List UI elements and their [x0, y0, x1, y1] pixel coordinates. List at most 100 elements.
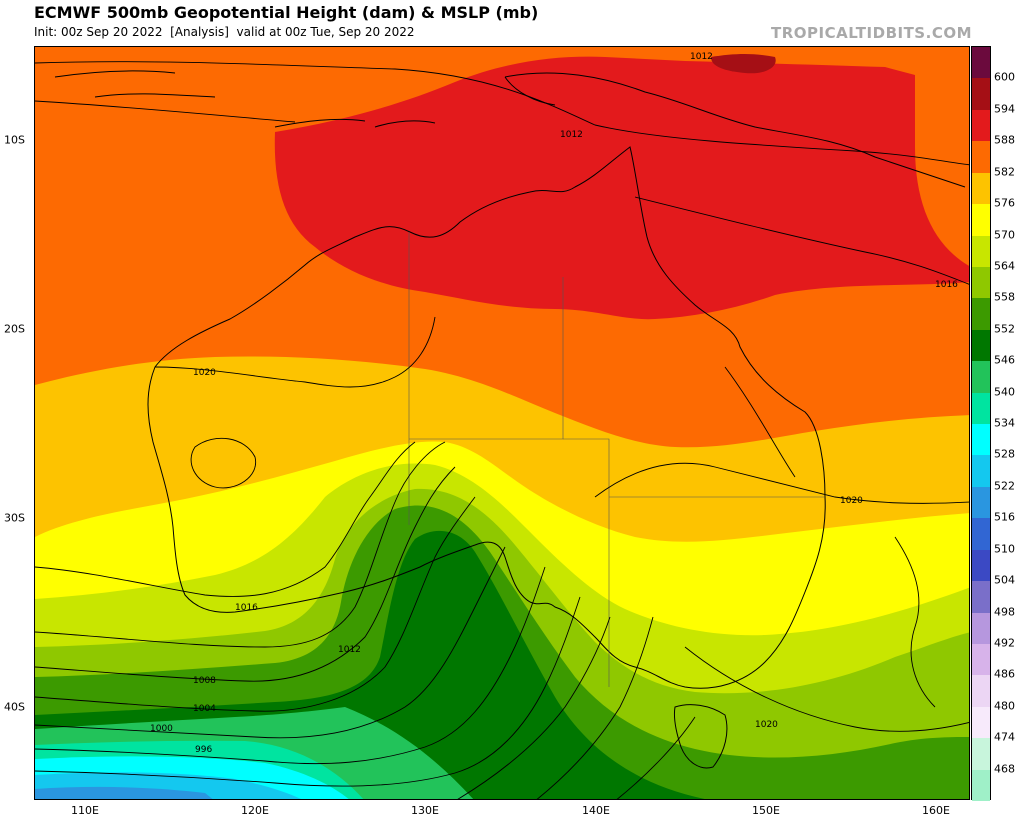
isobar-1000	[35, 546, 506, 739]
isobar-label: 1016	[235, 603, 258, 613]
colorbar-swatch	[972, 392, 990, 425]
isobar-1020-west	[154, 316, 436, 388]
colorbar-swatch	[972, 47, 990, 79]
colorbar	[971, 46, 991, 802]
isobar-1004	[35, 496, 476, 712]
chart-title: ECMWF 500mb Geopotential Height (dam) & …	[34, 3, 539, 22]
isobar-label: 1012	[560, 130, 583, 140]
isobar-992	[35, 596, 581, 787]
map-svg: 1012 1012 1016 1020 1016 1012 1008 1004 …	[35, 47, 969, 799]
brand-watermark: TROPICALTIDBITS.COM	[771, 24, 972, 42]
isobar-label: 1012	[338, 645, 361, 655]
isobar-1020-east	[594, 462, 969, 504]
lat-label-30s: 30S	[4, 511, 25, 525]
isobar-tasman	[894, 536, 936, 708]
colorbar-label: 588	[994, 133, 1015, 147]
lon-label-120e: 120E	[241, 804, 269, 817]
colorbar-swatch	[972, 266, 990, 299]
colorbar-swatch	[972, 235, 990, 268]
colorbar-label: 600	[994, 70, 1015, 84]
colorbar-label: 546	[994, 353, 1015, 367]
colorbar-label: 516	[994, 510, 1015, 524]
chart-subtitle: Init: 00z Sep 20 2022 [Analysis] valid a…	[34, 25, 415, 39]
colorbar-swatch	[972, 109, 990, 142]
isobar-label: 996	[195, 745, 212, 755]
coastline-tasmania	[674, 704, 728, 769]
isobar-label: 1020	[840, 496, 863, 506]
lat-label-40s: 40S	[4, 700, 25, 714]
isobar-south-c	[616, 716, 696, 799]
colorbar-swatch	[972, 486, 990, 519]
lon-label-140e: 140E	[582, 804, 610, 817]
colorbar-swatch	[972, 455, 990, 488]
colorbar-swatch	[972, 204, 990, 236]
colorbar-label: 576	[994, 196, 1015, 210]
isobar-high-wa	[190, 437, 257, 489]
isobar-north-a	[35, 100, 296, 123]
isobar-south-a	[457, 616, 611, 799]
isobar-1020-tas	[684, 646, 969, 732]
colorbar-label: 528	[994, 447, 1015, 461]
colorbar-label: 522	[994, 479, 1015, 493]
isobar-1012-north	[35, 61, 969, 166]
colorbar-label: 492	[994, 636, 1015, 650]
band-594	[711, 54, 776, 74]
isobar-label: 1008	[193, 676, 216, 686]
colorbar-swatch	[972, 612, 990, 645]
colorbar-label: 552	[994, 322, 1015, 336]
colorbar-label: 474	[994, 730, 1015, 744]
isobars	[35, 61, 969, 799]
lat-label-10s: 10S	[4, 133, 25, 147]
colorbar-swatch	[972, 581, 990, 613]
colorbar-swatch	[972, 424, 990, 456]
map-panel: 1012 1012 1016 1020 1016 1012 1008 1004 …	[34, 46, 970, 800]
colorbar-swatch	[972, 361, 990, 394]
colorbar-label: 486	[994, 667, 1015, 681]
colorbar-swatch	[972, 298, 990, 331]
colorbar-label: 510	[994, 542, 1015, 556]
colorbar-label: 468	[994, 762, 1015, 776]
isobar-996	[35, 566, 546, 765]
isobar-1012-south	[35, 441, 446, 648]
lon-label-160e: 160E	[922, 804, 950, 817]
colorbar-swatch	[972, 518, 990, 551]
lon-label-150e: 150E	[752, 804, 780, 817]
band-588	[274, 56, 969, 320]
colorbar-label: 594	[994, 102, 1015, 116]
colorbar-label: 570	[994, 228, 1015, 241]
colorbar-label: 558	[994, 290, 1015, 304]
isobar-1016-east	[634, 196, 969, 285]
colorbar-label: 480	[994, 699, 1015, 713]
colorbar-swatch	[972, 78, 990, 111]
lon-label-130e: 130E	[411, 804, 439, 817]
colorbar-swatch	[972, 141, 990, 174]
colorbar-swatch	[972, 706, 990, 739]
isobar-label: 1004	[193, 704, 216, 714]
colorbar-label: 534	[994, 416, 1015, 430]
colorbar-swatch	[972, 549, 990, 582]
isobar-label: 1016	[935, 280, 958, 290]
isobar-1008	[35, 466, 456, 682]
isobar-east-coast	[724, 366, 796, 478]
colorbar-swatch	[972, 172, 990, 205]
colorbar-label: 582	[994, 165, 1015, 179]
coastline-timor-islands	[54, 70, 436, 128]
colorbar-label: 504	[994, 573, 1015, 587]
colorbar-swatch	[972, 769, 990, 802]
isobar-1016-south	[35, 441, 416, 597]
coastline-australia	[147, 146, 826, 689]
isobar-label: 1020	[755, 720, 778, 730]
band-516	[35, 786, 213, 799]
lat-label-20s: 20S	[4, 322, 25, 336]
colorbar-swatch	[972, 675, 990, 708]
isobar-label: 1012	[690, 52, 713, 62]
isobar-south-b	[536, 616, 654, 799]
lon-label-110e: 110E	[71, 804, 99, 817]
colorbar-label: 564	[994, 259, 1015, 273]
isobar-label: 1020	[193, 368, 216, 378]
colorbar-label: 498	[994, 605, 1015, 618]
isobar-label: 1000	[150, 724, 173, 734]
colorbar-swatch	[972, 329, 990, 362]
colorbar-label: 540	[994, 385, 1015, 399]
colorbar-swatch	[972, 738, 990, 771]
